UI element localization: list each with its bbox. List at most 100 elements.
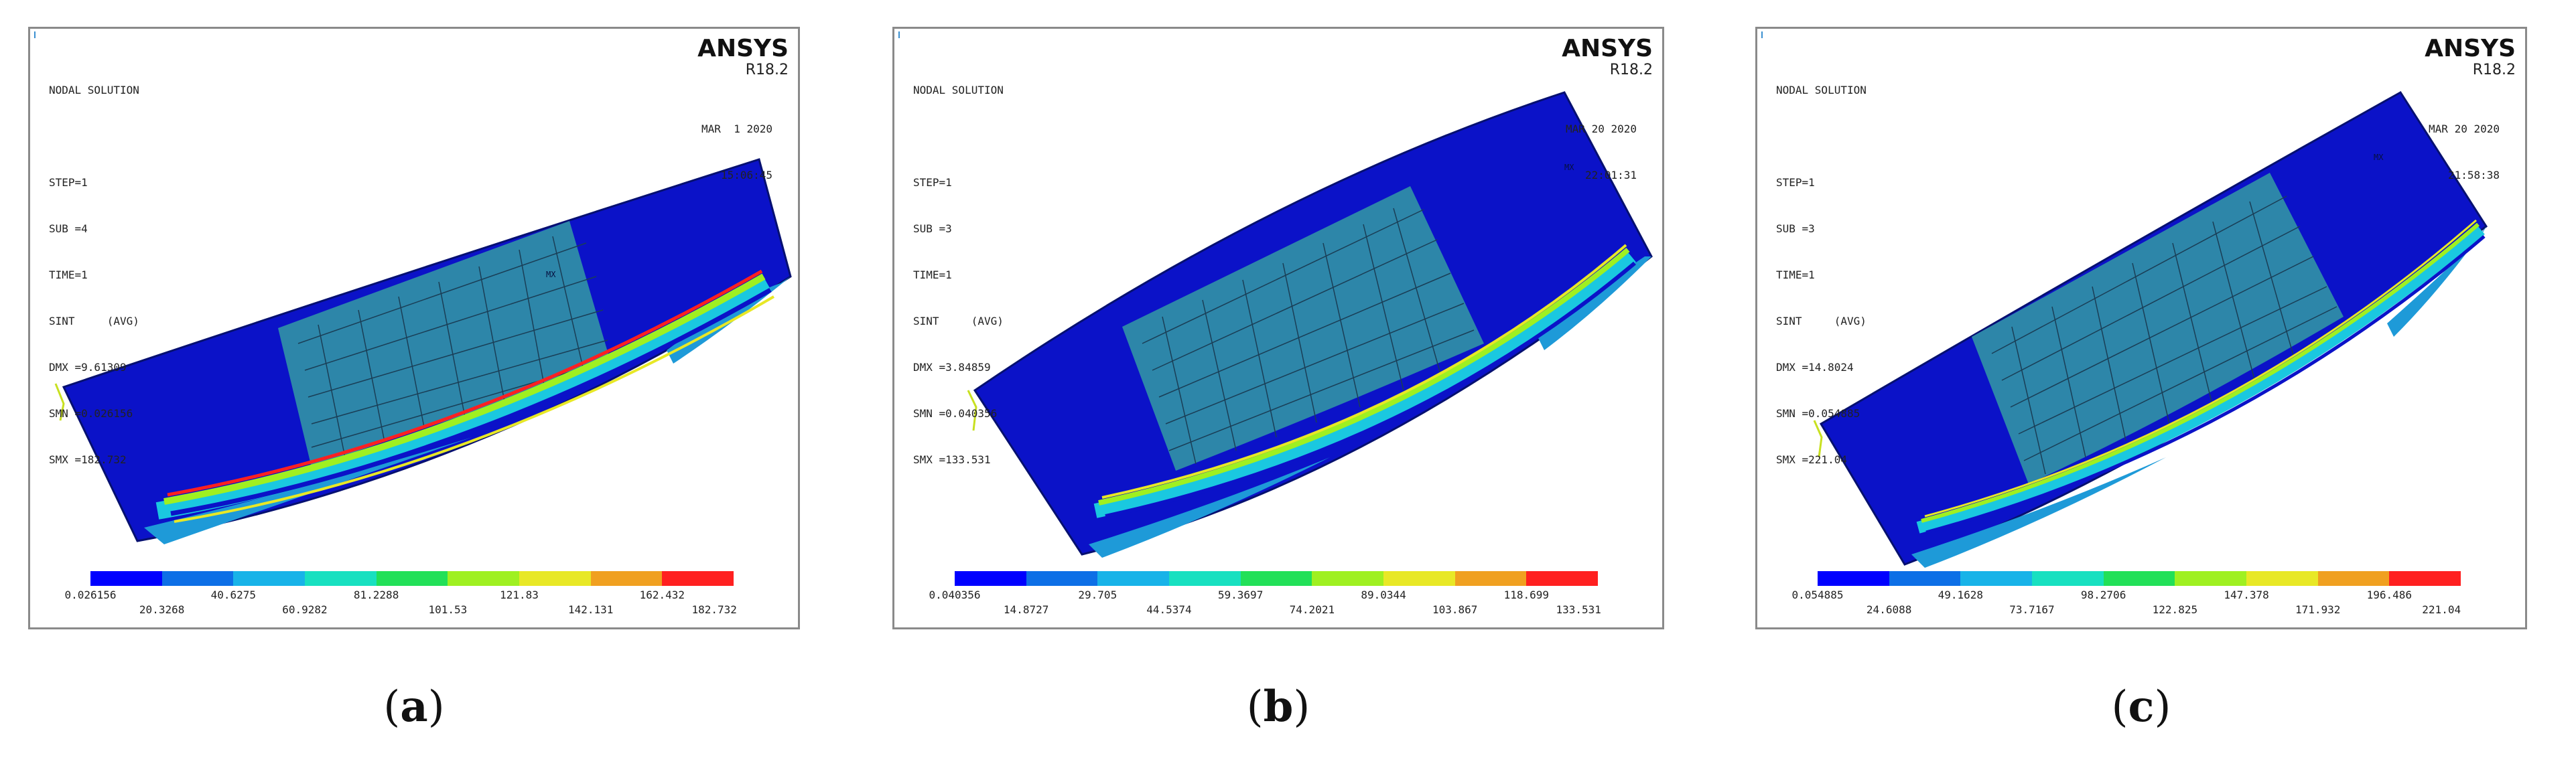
info-line: SMN =0.054885 <box>1776 407 1860 420</box>
legend-label: 24.6088 <box>1866 603 1912 616</box>
legend-labels-bottom: 24.6088 73.7167 122.825 171.932 221.04 <box>1818 603 2461 617</box>
legend-swatch <box>305 571 377 586</box>
timestamp: MAR 20 2020 22:01:31 <box>1566 90 1637 214</box>
legend-swatch <box>955 571 1026 586</box>
legend-swatch <box>233 571 306 586</box>
legend-label: 221.04 <box>2422 603 2461 616</box>
caption-a: (a) <box>383 682 445 732</box>
legend-swatch <box>2175 571 2247 586</box>
legend-label: 121.83 <box>500 589 539 601</box>
legend-swatch <box>2389 571 2461 586</box>
info-line: SINT (AVG) <box>1776 315 1867 327</box>
max-marker: MX <box>2374 153 2384 162</box>
legend-label: 196.486 <box>2366 589 2413 601</box>
panel-c: NODAL SOLUTION STEP=1 SUB =3 TIME=1 SINT… <box>1755 27 2527 629</box>
color-legend <box>1818 571 2461 586</box>
brand-name: ANSYS <box>2425 35 2516 62</box>
legend-swatch <box>2103 571 2175 586</box>
ansys-brand: ANSYS R18.2 <box>2425 35 2516 78</box>
info-line <box>49 129 139 144</box>
legend-labels-top: 0.040356 29.705 59.3697 89.0344 118.699 <box>929 589 1598 602</box>
brand-version: R18.2 <box>2472 62 2516 78</box>
legend-swatch <box>448 571 520 586</box>
brand-name: ANSYS <box>1562 35 1653 62</box>
legend-label: 162.432 <box>639 589 685 601</box>
solution-info: NODAL SOLUTION STEP=1 SUB =4 TIME=1 SINT… <box>49 52 139 498</box>
date-text: MAR 20 2020 <box>1566 123 1637 135</box>
caption-c: (c) <box>2111 682 2171 732</box>
legend-label: 171.932 <box>2295 603 2341 616</box>
fea-model-a <box>54 158 792 544</box>
legend-swatch <box>1383 571 1455 586</box>
info-line: DMX =14.8024 <box>1776 361 1854 374</box>
info-line: TIME=1 <box>49 268 88 281</box>
fea-model-b <box>967 91 1653 558</box>
caption-letter: a <box>400 682 428 732</box>
legend-swatch <box>1818 571 1889 586</box>
legend-swatch <box>1960 571 2033 586</box>
info-line: STEP=1 <box>913 176 952 189</box>
brand-version: R18.2 <box>745 62 789 78</box>
panel-a: NODAL SOLUTION STEP=1 SUB =4 TIME=1 SINT… <box>28 27 800 629</box>
legend-label: 147.378 <box>2224 589 2269 601</box>
date-text: MAR 1 2020 <box>701 123 772 135</box>
legend-label: 0.054885 <box>1791 589 1844 601</box>
color-legend <box>90 571 734 586</box>
max-marker: MX <box>1564 163 1574 172</box>
info-line <box>913 129 1004 144</box>
caption-letter: b <box>1263 682 1294 732</box>
max-marker: MX <box>546 270 556 279</box>
info-line: SUB =4 <box>49 222 88 235</box>
legend-label: 59.3697 <box>1217 589 1264 601</box>
legend-label: 44.5374 <box>1146 603 1192 616</box>
legend-label: 49.1628 <box>1938 589 1984 601</box>
legend-swatch <box>662 571 734 586</box>
info-line: TIME=1 <box>1776 268 1815 281</box>
legend-labels-top: 0.026156 40.6275 81.2288 121.83 162.432 <box>64 589 734 602</box>
info-line: STEP=1 <box>49 176 88 189</box>
legend-swatch <box>161 571 234 586</box>
legend-swatch <box>2032 571 2104 586</box>
info-line: SMX =133.531 <box>913 453 991 466</box>
legend-swatch <box>376 571 448 586</box>
legend-swatch <box>2246 571 2318 586</box>
legend-labels-top: 0.054885 49.1628 98.2706 147.378 196.486 <box>1791 589 2461 602</box>
legend-label: 60.9282 <box>282 603 328 616</box>
info-line: TIME=1 <box>913 268 952 281</box>
legend-label: 182.732 <box>691 603 737 616</box>
legend-label: 29.705 <box>1078 589 1117 601</box>
caption-letter: c <box>2128 682 2155 732</box>
legend-label: 14.8727 <box>1003 603 1049 616</box>
info-line: SMN =0.026156 <box>49 407 133 420</box>
panel-b: NODAL SOLUTION STEP=1 SUB =3 TIME=1 SINT… <box>892 27 1664 629</box>
info-line: DMX =3.84859 <box>913 361 991 374</box>
legend-label: 81.2288 <box>353 589 399 601</box>
info-line: SUB =3 <box>913 222 952 235</box>
legend-label: 73.7167 <box>2009 603 2055 616</box>
ansys-brand: ANSYS R18.2 <box>697 35 789 78</box>
info-line: SUB =3 <box>1776 222 1815 235</box>
legend-swatch <box>1454 571 1527 586</box>
legend-label: 101.53 <box>428 603 468 616</box>
legend-swatch <box>1889 571 1961 586</box>
legend-swatch <box>1312 571 1384 586</box>
legend-label: 0.026156 <box>64 589 117 601</box>
legend-label: 74.2021 <box>1289 603 1335 616</box>
info-line: NODAL SOLUTION <box>913 84 1004 96</box>
legend-label: 40.6275 <box>210 589 257 601</box>
info-line: SMX =221.04 <box>1776 453 1847 466</box>
time-text: 15:06:45 <box>720 169 772 181</box>
info-line: SINT (AVG) <box>913 315 1004 327</box>
legend-swatch <box>590 571 663 586</box>
info-line: STEP=1 <box>1776 176 1815 189</box>
caption-b: (b) <box>1246 682 1310 732</box>
legend-swatch <box>90 571 162 586</box>
corner-mark <box>1761 31 1767 38</box>
legend-swatch <box>1169 571 1241 586</box>
legend-labels-bottom: 20.3268 60.9282 101.53 142.131 182.732 <box>90 603 737 617</box>
legend-label: 103.867 <box>1432 603 1478 616</box>
legend-swatch <box>1026 571 1098 586</box>
timestamp: MAR 1 2020 15:06:45 <box>701 90 772 214</box>
color-legend <box>955 571 1599 586</box>
legend-label: 122.825 <box>2152 603 2198 616</box>
